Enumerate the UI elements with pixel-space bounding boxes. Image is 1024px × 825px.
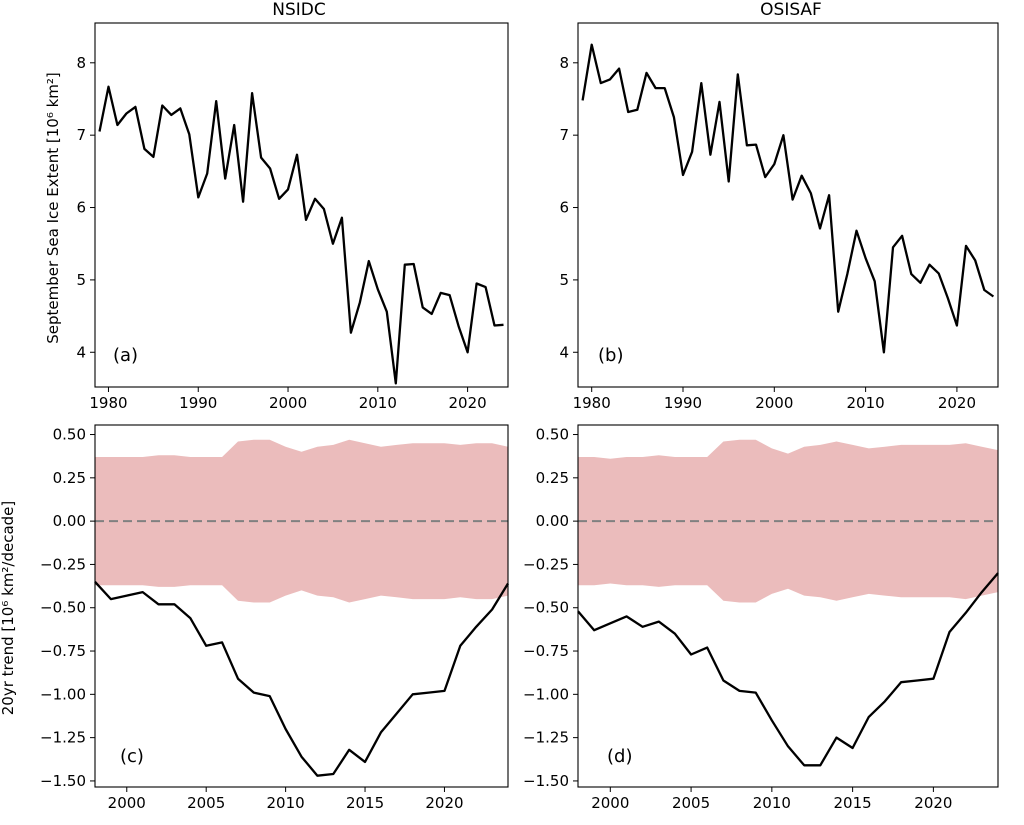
panel-label: (c) xyxy=(120,746,144,767)
y-tick-label: 0.00 xyxy=(536,512,569,530)
x-tick-label: 2000 xyxy=(755,394,793,412)
osisaf-column-title: OSISAF xyxy=(760,0,822,20)
y-tick-label: −0.50 xyxy=(523,599,569,617)
x-tick-label: 2000 xyxy=(269,394,307,412)
y-tick-label: −0.50 xyxy=(40,599,86,617)
x-tick-label: 2005 xyxy=(672,794,710,812)
y-tick-label: 8 xyxy=(559,54,569,72)
x-tick-label: 1990 xyxy=(179,394,217,412)
y-tick-label: 8 xyxy=(76,54,86,72)
x-tick-label: 2005 xyxy=(187,794,225,812)
x-tick-label: 1980 xyxy=(89,394,127,412)
y-tick-label: 0.25 xyxy=(536,469,569,487)
series-line xyxy=(94,581,509,777)
y-tick-label: 0.25 xyxy=(53,469,86,487)
y-tick-label: −1.25 xyxy=(523,729,569,747)
y-tick-label: 0.50 xyxy=(53,426,86,444)
y-tick-label: −1.50 xyxy=(523,772,569,790)
panel-c-nsidc-trend: 2000 2005 2010 2015 2020 0.50 0.25 0.00 −0.25 −0.… xyxy=(40,424,509,812)
trend-y-axis-label: 20yr trend [10⁶ km²/decade] xyxy=(0,501,17,716)
series-line xyxy=(98,85,504,385)
panel-a-nsidc-extent: 1980 1990 2000 2010 2020 4 5 6 7 8 (a) xyxy=(76,22,509,412)
x-tick-label: 2020 xyxy=(914,794,952,812)
plot-frame xyxy=(577,22,999,388)
y-tick-label: 0.50 xyxy=(536,426,569,444)
y-tick-label: 5 xyxy=(76,271,86,289)
y-tick-label: 4 xyxy=(76,343,86,361)
x-tick-label: 2015 xyxy=(834,794,872,812)
y-tick-label: −1.50 xyxy=(40,772,86,790)
y-tick-label: 4 xyxy=(559,343,569,361)
x-tick-label: 2010 xyxy=(359,394,397,412)
y-tick-label: 0.00 xyxy=(53,512,86,530)
y-tick-label: −1.00 xyxy=(523,685,569,703)
y-tick-label: −1.25 xyxy=(40,729,86,747)
x-tick-label: 2010 xyxy=(847,394,885,412)
panel-label: (b) xyxy=(598,345,623,366)
extent-y-axis-label: September Sea Ice Extent [10⁶ km²] xyxy=(44,72,62,344)
x-tick-label: 2015 xyxy=(346,794,384,812)
plot-frame xyxy=(94,22,509,388)
plot-frame xyxy=(577,424,999,788)
plot-frame xyxy=(94,424,509,788)
x-tick-label: 1980 xyxy=(573,394,611,412)
panel-b-osisaf-extent: 1980 1990 2000 2010 2020 4 5 6 7 8 (b) xyxy=(559,22,999,412)
x-tick-label: 2000 xyxy=(108,794,146,812)
panel-label: (a) xyxy=(113,345,138,366)
x-tick-label: 2010 xyxy=(267,794,305,812)
panel-label: (d) xyxy=(607,746,632,767)
series-line xyxy=(581,43,995,354)
x-tick-label: 2020 xyxy=(425,794,463,812)
y-tick-label: −0.25 xyxy=(40,555,86,573)
y-tick-label: 6 xyxy=(76,199,86,217)
y-tick-label: 5 xyxy=(559,271,569,289)
panel-d-osisaf-trend: 2000 2005 2010 2015 2020 0.50 0.25 0.00 −0.25 −0.… xyxy=(523,424,999,812)
y-tick-label: −0.75 xyxy=(40,642,86,660)
x-tick-label: 2020 xyxy=(938,394,976,412)
y-tick-label: 6 xyxy=(559,199,569,217)
y-tick-label: −0.75 xyxy=(523,642,569,660)
y-tick-label: 7 xyxy=(76,126,86,144)
x-tick-label: 1990 xyxy=(664,394,702,412)
x-tick-label: 2010 xyxy=(753,794,791,812)
y-tick-label: −1.00 xyxy=(40,685,86,703)
uncertainty-band xyxy=(95,439,508,603)
x-tick-label: 2000 xyxy=(591,794,629,812)
x-tick-label: 2020 xyxy=(449,394,487,412)
series-line xyxy=(577,572,999,767)
y-tick-label: −0.25 xyxy=(523,555,569,573)
nsidc-column-title: NSIDC xyxy=(272,0,325,20)
y-tick-label: 7 xyxy=(559,126,569,144)
